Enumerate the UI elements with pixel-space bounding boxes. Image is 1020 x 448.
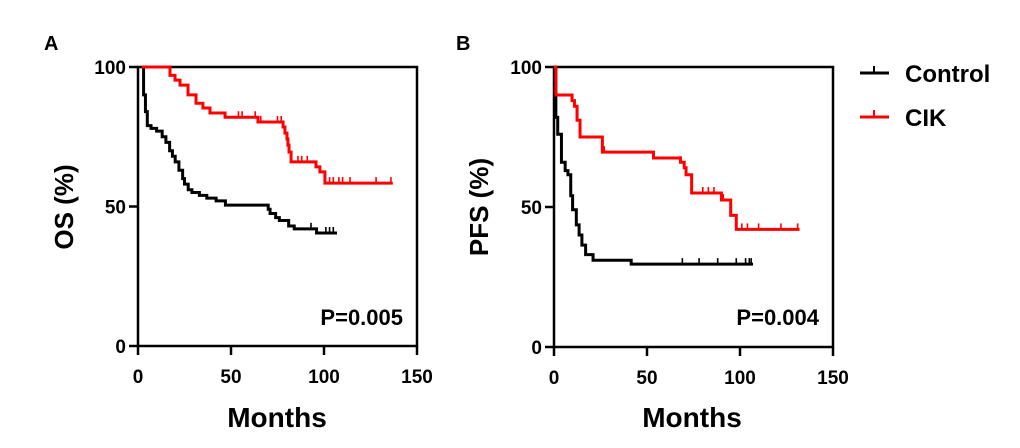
x-tick-label: 50 [220,367,241,388]
panel-b-pfs-chart: B PFS (%) Months P=0.004 0 50 100 0 50 100 150 [456,33,849,433]
panel-a-axes: 0 50 100 0 50 100 150 [94,58,433,388]
panel-b-y-axis-label: PFS (%) [464,158,494,256]
legend-label-control: Control [905,61,990,88]
x-tick-label: 100 [724,368,756,389]
legend-label-cik: CIK [905,105,947,132]
legend-item-cik: CIK [860,105,947,132]
y-tick-label: 0 [115,337,126,358]
legend-item-control: Control [860,61,990,88]
panel-a-label: A [44,33,58,55]
y-tick-label: 100 [94,58,126,79]
y-tick-label: 0 [531,338,542,359]
panel-a-curves [141,65,393,235]
km-curve-cik [554,65,800,231]
x-tick-label: 150 [401,367,433,388]
panel-a-os-chart: A OS (%) Months P=0.005 0 50 100 0 50 100 150 [44,33,433,433]
panel-a-y-axis-label: OS (%) [49,164,79,249]
km-curve-control [141,65,338,235]
panel-b-axes: 0 50 100 0 50 100 150 [510,58,849,389]
panel-b-label: B [456,33,470,55]
x-tick-label: 0 [133,367,144,388]
km-curve-control [554,65,754,266]
legend: Control CIK [860,61,990,132]
y-tick-label: 100 [510,58,542,79]
x-tick-label: 0 [549,368,560,389]
panel-a-p-value: P=0.005 [320,305,403,330]
x-tick-label: 100 [308,367,340,388]
x-tick-label: 150 [817,368,849,389]
panel-b-x-axis-label: Months [642,402,742,433]
y-tick-label: 50 [105,198,126,219]
y-tick-label: 50 [521,198,542,219]
panel-b-p-value: P=0.004 [736,305,819,330]
x-tick-label: 50 [636,368,657,389]
panel-b-curves [554,65,800,266]
panel-a-x-axis-label: Months [227,402,327,433]
